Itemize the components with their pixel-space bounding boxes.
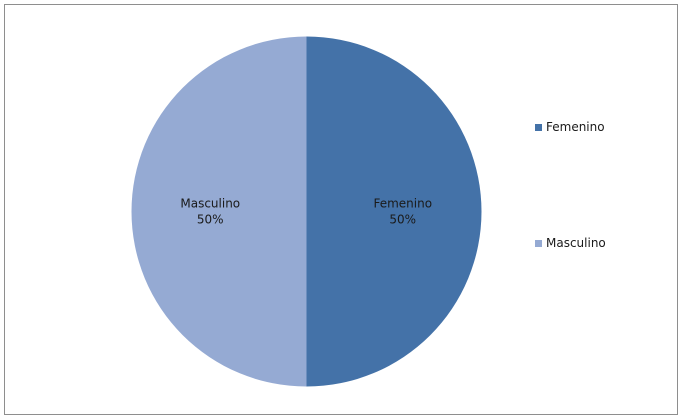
legend-swatch-femenino: [535, 123, 542, 131]
legend-label-femenino: Femenino: [546, 120, 605, 134]
legend-label-masculino: Masculino: [546, 236, 606, 250]
pie-slice-femenino: [306, 36, 482, 387]
legend-item-masculino: Masculino: [535, 235, 606, 251]
data-label-value-masculino: 50%: [197, 213, 224, 227]
pie-chart: Femenino 50% Masculino 50%: [131, 36, 482, 387]
data-label-category-femenino: Femenino: [373, 197, 432, 211]
data-label-value-femenino: 50%: [389, 213, 416, 227]
legend-item-femenino: Femenino: [535, 119, 605, 135]
pie-slice-masculino: [131, 36, 307, 387]
chart-frame: Femenino 50% Masculino 50% Femenino Masculi…: [4, 4, 678, 415]
data-label-category-masculino: Masculino: [180, 197, 240, 211]
legend-swatch-masculino: [535, 239, 542, 247]
chart-legend: Femenino Masculino: [535, 119, 675, 259]
